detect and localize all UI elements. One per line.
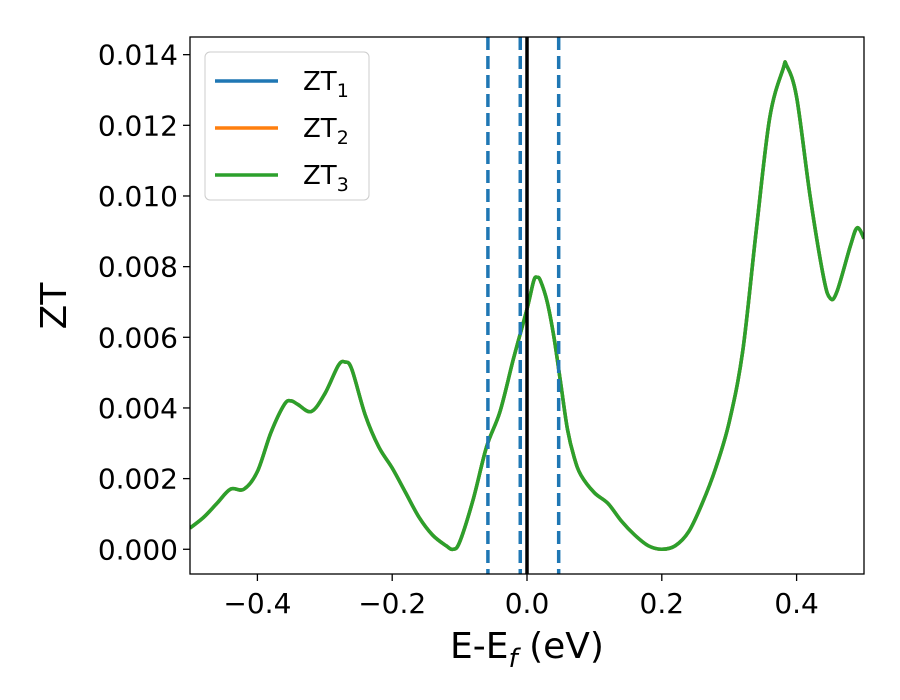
legend-label-2: ZT2 — [303, 114, 349, 149]
x-tick-label: 0.0 — [505, 587, 550, 620]
y-tick-label: 0.014 — [98, 39, 178, 72]
y-tick-label: 0.000 — [98, 533, 178, 566]
legend-label-3: ZT3 — [303, 161, 349, 196]
y-tick-label: 0.010 — [98, 180, 178, 213]
x-tick-label: −0.4 — [223, 587, 291, 620]
series-line-3 — [190, 60, 864, 552]
y-tick-label: 0.008 — [98, 251, 178, 284]
x-tick-label: −0.2 — [358, 587, 426, 620]
y-axis-ticks: 0.000 0.002 0.004 0.006 0.008 0.010 0.012 0.014 — [98, 39, 190, 566]
y-tick-label: 0.012 — [98, 109, 178, 142]
y-axis-label: ZT — [34, 282, 75, 330]
x-tick-label: 0.2 — [640, 587, 685, 620]
x-axis-label-unit: (eV) — [518, 626, 604, 667]
legend-label-1: ZT1 — [303, 67, 349, 102]
y-tick-label: 0.002 — [98, 463, 178, 496]
x-axis-label: E-Ef (eV) — [450, 626, 604, 674]
legend-box — [204, 51, 370, 201]
reference-lines — [486, 37, 561, 574]
y-tick-label: 0.006 — [98, 321, 178, 354]
y-tick-label: 0.004 — [98, 392, 178, 425]
legend: ZT1 ZT2 ZT3 — [204, 51, 370, 201]
x-axis-ticks: −0.4 −0.2 0.0 0.2 0.4 — [223, 574, 819, 620]
x-tick-label: 0.4 — [774, 587, 819, 620]
series-layer — [190, 60, 864, 552]
